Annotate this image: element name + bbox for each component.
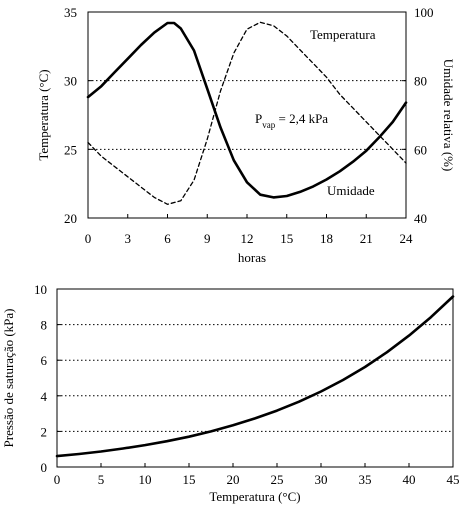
- x-tick-label: 35: [359, 472, 372, 487]
- series-line-saturation-pressure: [55, 295, 455, 458]
- y-tick-label: 2: [41, 424, 48, 439]
- x-tick-label: 18: [320, 231, 333, 246]
- x-tick-label: 30: [315, 472, 328, 487]
- x-tick-label: 0: [85, 231, 92, 246]
- x-axis-label: horas: [238, 250, 266, 265]
- x-tick-label: 10: [139, 472, 152, 487]
- grid: [88, 80, 406, 150]
- x-tick-label: 3: [125, 231, 132, 246]
- x-tick-label: 21: [360, 231, 373, 246]
- y-tick-label: 6: [41, 353, 48, 368]
- y-tick-label: 30: [64, 74, 77, 89]
- y-axis-label: Pressão de saturação (kPa): [1, 309, 16, 448]
- x-tick-label: 24: [400, 231, 414, 246]
- annotation-subscript: vap: [262, 120, 275, 130]
- annotation-value: = 2,4 kPa: [275, 111, 328, 126]
- series-line-temperatura: [86, 21, 408, 199]
- x-axis-ticks: 0 3 6 9 12 15 18 21 24: [85, 214, 413, 246]
- series-group: [86, 21, 408, 205]
- series-line-umidade: [87, 21, 407, 205]
- y-axis-ticks: 20 25 30 35: [64, 5, 92, 226]
- plot-frame: [56, 288, 454, 468]
- y-tick-label: 10: [34, 282, 47, 297]
- x-tick-label: 9: [204, 231, 211, 246]
- grid: [57, 324, 453, 432]
- y-axis-label: Temperatura (°C): [36, 69, 51, 160]
- y2-tick-label: 80: [414, 74, 427, 89]
- y-tick-label: 25: [64, 142, 77, 157]
- x-tick-label: 6: [164, 231, 171, 246]
- x-tick-label: 15: [280, 231, 293, 246]
- series-label-umidade: Umidade: [327, 183, 375, 198]
- x-axis-ticks: 0 5 10 15 20 25 30 35 40 45: [54, 463, 460, 487]
- annotation-p: P: [255, 111, 262, 126]
- y-tick-label: 8: [41, 318, 48, 333]
- y-tick-label: 20: [64, 211, 77, 226]
- y2-axis-ticks: 40 60 80 100: [402, 5, 434, 226]
- x-tick-label: 25: [271, 472, 284, 487]
- x-tick-label: 0: [54, 472, 61, 487]
- vapor-pressure-annotation: Pvap = 2,4 kPa: [255, 111, 328, 130]
- x-tick-label: 12: [241, 231, 254, 246]
- y2-tick-label: 100: [414, 5, 434, 20]
- y2-tick-label: 40: [414, 211, 427, 226]
- x-tick-label: 5: [98, 472, 105, 487]
- x-tick-label: 20: [227, 472, 240, 487]
- y-tick-label: 4: [41, 389, 48, 404]
- y-tick-label: 0: [41, 460, 48, 475]
- x-tick-label: 45: [447, 472, 460, 487]
- y-axis-ticks: 0 2 4 6 8 10: [34, 282, 61, 475]
- y2-axis-label: Umidade relativa (%): [441, 59, 456, 172]
- chart-saturation-pressure: 0 5 10 15 20 25 30 35 40 45 0 2 4 6 8 10 Temperatura (…: [1, 282, 460, 504]
- y-tick-label: 35: [64, 5, 77, 20]
- x-axis-label: Temperatura (°C): [209, 489, 300, 504]
- series-group: [55, 295, 455, 458]
- x-tick-label: 15: [183, 472, 196, 487]
- y2-tick-label: 60: [414, 142, 427, 157]
- series-label-temperatura: Temperatura: [310, 27, 376, 42]
- x-tick-label: 40: [403, 472, 416, 487]
